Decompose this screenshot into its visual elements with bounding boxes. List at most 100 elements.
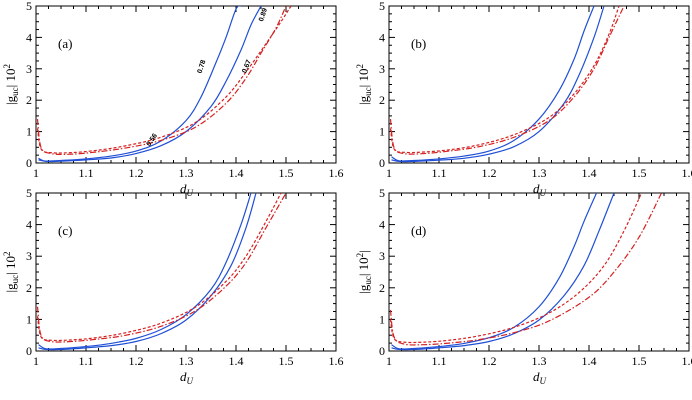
y-tick-label: 3 xyxy=(26,62,32,76)
y-tick-label: 4 xyxy=(379,218,385,232)
x-tick-label: 1.4 xyxy=(582,354,597,368)
x-axis-title-main: d xyxy=(180,181,187,196)
x-tick-label: 1.4 xyxy=(229,166,244,180)
y-axis-title-sub: uc xyxy=(363,276,373,285)
curves xyxy=(36,6,292,163)
series-line xyxy=(38,6,242,162)
y-axis-title: |guc| 102 xyxy=(2,64,20,105)
x-tick-label: 1.4 xyxy=(229,354,244,368)
x-tick-label: 1.5 xyxy=(632,166,647,180)
series-line xyxy=(36,6,287,156)
series-line xyxy=(391,6,605,163)
x-tick-label: 1.1 xyxy=(79,354,94,368)
plot-frame xyxy=(35,192,337,352)
x-axis-title-sub: U xyxy=(540,376,547,386)
x-tick-label: 1.2 xyxy=(482,166,497,180)
x-tick-label: 1 xyxy=(33,354,39,368)
series-line xyxy=(389,6,620,154)
x-axis-title: dU xyxy=(533,369,547,386)
panel-label: (b) xyxy=(411,36,426,51)
y-axis-title-exp: 2 xyxy=(355,64,365,69)
y-axis-title-tail: | 10 xyxy=(3,69,18,88)
y-axis-title-main: |g xyxy=(356,284,371,294)
y-axis-title-exp: 2 xyxy=(2,252,12,257)
y-axis-title-close: | xyxy=(356,250,371,253)
y-tick-label: 1 xyxy=(26,125,32,139)
y-axis-title-main: |g xyxy=(3,95,18,105)
series-line xyxy=(38,193,257,351)
y-tick-label: 4 xyxy=(379,30,385,44)
x-tick-label: 1.3 xyxy=(532,354,547,368)
x-axis-title: dU xyxy=(533,181,547,198)
x-tick-label: 1.4 xyxy=(582,166,597,180)
y-tick-label: 2 xyxy=(26,281,32,295)
y-tick-label: 5 xyxy=(379,0,385,13)
y-tick-label: 3 xyxy=(379,249,385,263)
x-tick-label: 1.2 xyxy=(482,354,497,368)
x-axis-title-main: d xyxy=(180,369,187,384)
y-axis-title-sub: uc xyxy=(363,87,373,96)
y-tick-label: 4 xyxy=(26,30,32,44)
y-tick-label: 2 xyxy=(26,93,32,107)
curve-annotation: 0.56 xyxy=(145,132,159,147)
y-tick-label: 5 xyxy=(379,186,385,200)
x-tick-label: 1.6 xyxy=(329,354,344,368)
x-axis-title: dU xyxy=(180,369,194,386)
panel-label: (a) xyxy=(58,36,72,51)
x-tick-label: 1 xyxy=(386,354,392,368)
series-line xyxy=(38,193,252,350)
plot-frame xyxy=(388,192,690,352)
x-tick-label: 1.6 xyxy=(682,166,692,180)
curves xyxy=(389,6,625,163)
x-tick-label: 1.1 xyxy=(432,166,447,180)
series-line xyxy=(36,6,292,154)
y-tick-label: 2 xyxy=(379,281,385,295)
y-tick-label: 1 xyxy=(379,312,385,326)
y-axis-title-main: |g xyxy=(3,283,18,293)
y-tick-label: 0 xyxy=(26,344,32,358)
y-tick-label: 5 xyxy=(26,186,32,200)
x-tick-label: 1.5 xyxy=(279,354,294,368)
x-tick-label: 1 xyxy=(33,166,39,180)
x-tick-label: 1.3 xyxy=(532,166,547,180)
y-tick-label: 5 xyxy=(26,0,32,13)
y-tick-label: 1 xyxy=(379,125,385,139)
x-tick-label: 1.3 xyxy=(179,166,194,180)
x-tick-label: 1 xyxy=(386,166,392,180)
y-axis-title-sub: uc xyxy=(10,275,20,284)
series-line xyxy=(391,193,598,350)
y-tick-label: 3 xyxy=(379,62,385,76)
x-tick-label: 1.2 xyxy=(129,166,144,180)
series-line xyxy=(38,6,262,163)
y-axis-title-main: |g xyxy=(356,95,371,105)
series-line xyxy=(36,193,282,342)
y-tick-label: 3 xyxy=(26,249,32,263)
plot-frame xyxy=(35,5,337,164)
x-tick-label: 1.6 xyxy=(329,166,344,180)
series-line xyxy=(391,193,615,351)
plot-frame xyxy=(388,5,690,164)
x-tick-label: 1.5 xyxy=(279,166,294,180)
y-axis-title: |guc| 102 xyxy=(2,252,20,293)
x-tick-label: 1.1 xyxy=(79,166,94,180)
y-axis-title: |guc| 102| xyxy=(355,250,373,294)
series-line xyxy=(389,193,663,346)
x-tick-label: 1.6 xyxy=(682,354,692,368)
y-tick-label: 1 xyxy=(26,312,32,326)
series-line xyxy=(36,193,287,343)
curves xyxy=(36,193,287,351)
series-line xyxy=(389,193,643,344)
panel-label: (c) xyxy=(58,223,72,238)
y-tick-label: 2 xyxy=(379,93,385,107)
x-tick-label: 1.3 xyxy=(179,354,194,368)
x-axis-title-main: d xyxy=(533,181,540,196)
y-axis-title-sub: uc xyxy=(10,87,20,96)
curve-annotation: 0.89 xyxy=(258,7,269,22)
y-tick-label: 0 xyxy=(379,156,385,170)
y-axis-title-exp: 2 xyxy=(355,253,365,258)
x-axis-title-main: d xyxy=(533,369,540,384)
